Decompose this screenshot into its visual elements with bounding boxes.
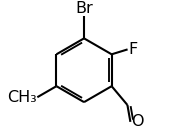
Text: Br: Br (75, 1, 93, 16)
Text: CH₃: CH₃ (7, 90, 37, 105)
Text: O: O (132, 114, 144, 129)
Text: F: F (129, 42, 138, 57)
